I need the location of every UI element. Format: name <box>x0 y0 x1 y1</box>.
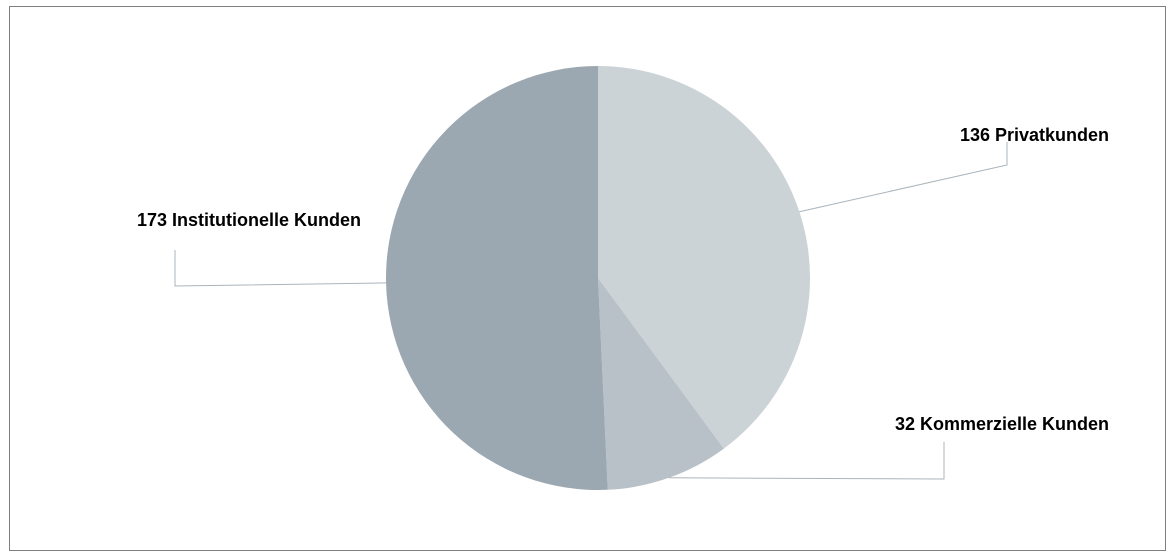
leader-line-institutionelle-kunden <box>174 250 387 287</box>
leader-lines <box>174 142 1008 480</box>
data-label-kommerzielle-kunden: 32 Kommerzielle Kunden <box>895 414 1109 434</box>
leader-line-kommerzielle-kunden <box>668 442 945 480</box>
pie-slice-institutionelle-kunden <box>386 66 608 490</box>
data-label-privatkunden: 136 Privatkunden <box>960 125 1109 145</box>
pie-slices <box>386 66 810 490</box>
data-label-institutionelle-kunden: 173 Institutionelle Kunden <box>137 210 361 230</box>
leader-line-privatkunden <box>799 142 1008 213</box>
pie-slice-privatkunden <box>598 66 810 449</box>
pie-slice-kommerzielle-kunden <box>598 278 724 490</box>
